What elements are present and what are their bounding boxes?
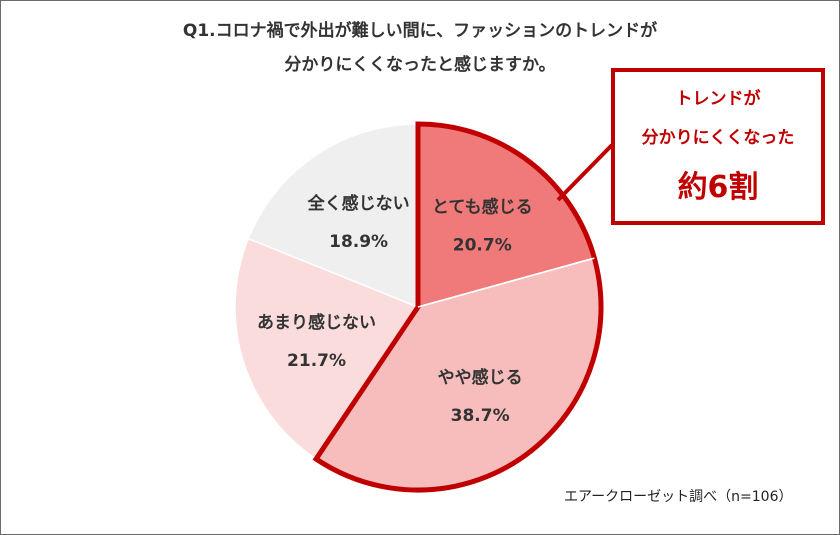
callout-connector xyxy=(556,143,614,202)
callout-line-1: トレンドが xyxy=(675,89,761,109)
source-note: エアークローゼット調べ（n=106） xyxy=(564,489,793,505)
slice-value-3: 21.7% xyxy=(287,351,346,371)
callout-line-3: 約6割 xyxy=(677,170,759,205)
highlight-outline xyxy=(312,121,604,493)
pie-slice-4 xyxy=(247,123,419,309)
slice-value-1: 20.7% xyxy=(453,236,512,256)
slice-value-4: 18.9% xyxy=(329,232,388,252)
highlight-callout: トレンドが 分かりにくくなった 約6割 xyxy=(611,68,825,225)
chart-title-line-2: 分かりにくくなったと感じますか。 xyxy=(284,55,556,75)
highlight-divider xyxy=(417,257,595,308)
callout-line-2: 分かりにくくなった xyxy=(641,128,795,148)
slice-label-2: やや感じる xyxy=(438,367,523,388)
slice-value-2: 38.7% xyxy=(451,406,510,426)
slice-label-4: 全く感じない xyxy=(307,193,410,214)
slice-label-1: とても感じる xyxy=(432,197,533,218)
chart-title: Q1.コロナ禍で外出が難しい間に、ファッションのトレンドが 分かりにくくなったと… xyxy=(0,14,840,82)
pie-slice-3 xyxy=(234,237,420,461)
slice-label-3: あまり感じない xyxy=(257,312,376,333)
chart-title-line-1: Q1.コロナ禍で外出が難しい間に、ファッションのトレンドが xyxy=(182,21,658,41)
